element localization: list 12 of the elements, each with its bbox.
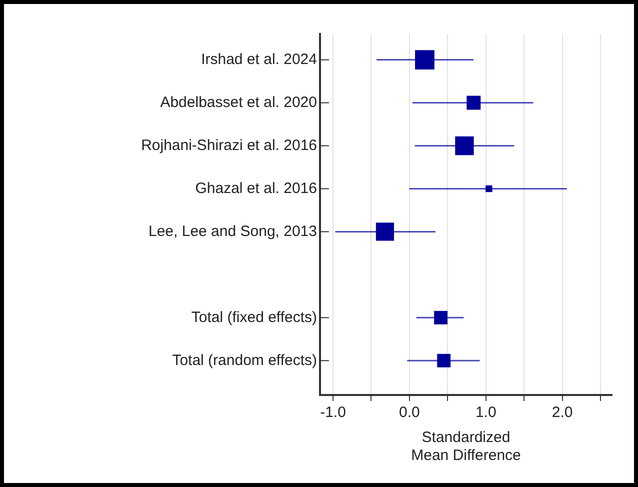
y-tick-label: Total (random effects) — [172, 352, 317, 369]
x-axis-title: Standardized Mean Difference — [411, 429, 521, 464]
y-tick-label: Lee, Lee and Song, 2013 — [148, 222, 317, 240]
x-tick-label: 2.0 — [552, 404, 573, 422]
y-tick-label: Irshad et al. 2024 — [201, 50, 317, 68]
y-tick-label: Rojhani-Shirazi et al. 2016 — [141, 136, 317, 154]
y-tick-label: Ghazal et al. 2016 — [195, 180, 317, 197]
x-tick-label: 1.0 — [475, 404, 496, 422]
x-tick-label: 0.0 — [399, 404, 420, 422]
y-tick-label: Abdelbasset et al. 2020 — [160, 94, 317, 111]
y-tick-label: Total (fixed effects) — [191, 308, 317, 326]
x-tick-label: -1.0 — [320, 404, 346, 422]
